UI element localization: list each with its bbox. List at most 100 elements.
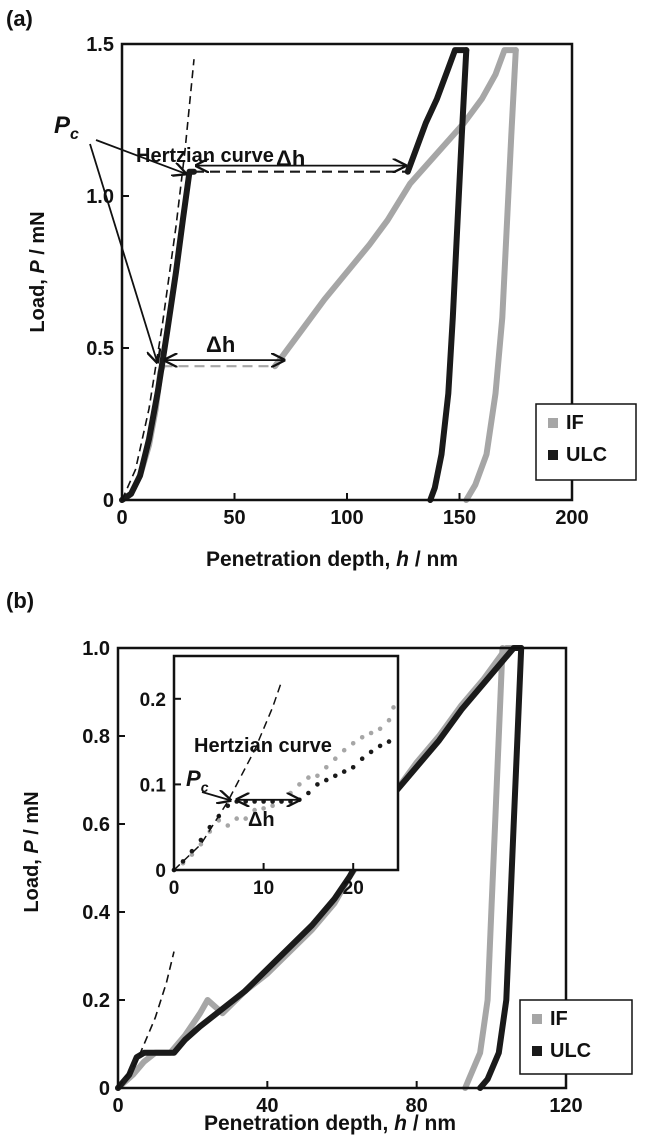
panel-b-label: (b) (6, 588, 34, 613)
panel-a-series-ulc (427, 47, 470, 503)
panel-a-hertzian-curve (121, 59, 195, 501)
panel-a-series-if (463, 47, 519, 503)
panel-b-y-tick-label: 1.0 (82, 638, 110, 660)
inset-point-if (350, 741, 356, 746)
inset-point-if (341, 747, 347, 753)
panel-a-series-ulc (119, 168, 197, 503)
inset-x-tick-label: 10 (253, 878, 274, 899)
panel-a-x-tick-label: 100 (330, 507, 363, 529)
panel-b-legend-label-ulc: ULC (550, 1040, 591, 1062)
inset-hertzian-label: Hertzian curve (194, 735, 332, 757)
panel-b-y-tick-label: 0.6 (82, 814, 110, 836)
panel-b-series-ulc (477, 645, 525, 1091)
panel-b-legend-swatch-if (532, 1014, 542, 1024)
panel-b-series-ulc (115, 645, 525, 1091)
inset-plot-frame (172, 654, 400, 872)
inset-y-tick-label: 0.1 (140, 775, 167, 796)
panel-b-x-tick-label: 40 (256, 1095, 278, 1117)
inset-point-ulc (315, 782, 320, 787)
panel-a-legend-label-if: IF (566, 412, 584, 434)
panel-b-x-tick-label: 120 (549, 1095, 582, 1117)
panel-a-series-ulc (404, 47, 470, 175)
panel-b-y-tick-label: 0.8 (82, 726, 110, 748)
panel-a-x-tick-label: 0 (116, 507, 127, 529)
panel-b-y-tick-label: 0 (99, 1078, 110, 1100)
panel-a-hertzian-label: Hertzian curve (136, 145, 274, 167)
panel-a-legend-swatch-ulc (548, 450, 558, 460)
inset-point-if (270, 803, 275, 809)
inset-point-ulc (333, 773, 338, 779)
panel-a-series-if (272, 47, 519, 370)
inset-x-tick-label: 20 (343, 878, 364, 899)
inset-point-if (315, 773, 320, 779)
inset-point-if (333, 756, 338, 761)
panel-a-x-axis-label: Penetration depth, h / nm (206, 548, 458, 571)
inset-point-if (297, 782, 302, 787)
inset-hertzian-curve (173, 681, 283, 871)
panel-b-legend-label-if: IF (550, 1008, 568, 1030)
inset-point-if (189, 852, 195, 857)
panel-b-plot-frame (116, 646, 568, 1090)
inset-point-if (306, 775, 311, 780)
inset-pc-label: Pc (186, 766, 209, 795)
inset-point-ulc (386, 739, 392, 744)
panel-a-y-tick-label: 1.5 (86, 34, 114, 56)
panel-b: 0 40 80 120 0 0.2 0.4 0.6 0.8 1.0 IF ULC (82, 638, 633, 1117)
inset-point-if (288, 790, 293, 796)
panel-a-pc-label: Pc (54, 112, 79, 143)
inset-point-if (234, 816, 239, 821)
panel-a-delta-h-lower: Δh (206, 332, 235, 357)
panel-b-x-tick-label: 80 (406, 1095, 428, 1117)
inset-point-ulc (377, 743, 383, 749)
inset-point-if (324, 765, 329, 770)
panel-a-legend-swatch-if (548, 418, 558, 428)
inset-point-if (377, 726, 383, 732)
inset-point-ulc (324, 777, 329, 783)
inset-pc-arrow (201, 792, 230, 800)
inset-point-if (198, 842, 204, 847)
panel-a-y-tick-label: 0 (103, 490, 114, 512)
inset-point-ulc (359, 756, 365, 761)
inset-point-if (368, 730, 374, 736)
panel-b-inset: 0 10 20 0 0.1 0.2 (140, 654, 400, 899)
inset-point-ulc (368, 749, 374, 755)
inset-delta-h-label: Δh (248, 809, 275, 831)
panel-a: 0 50 100 150 200 0 0.5 1.0 1.5 IF ULC (86, 34, 637, 529)
inset-point-if (243, 816, 248, 821)
inset-background (174, 656, 398, 870)
panel-a-delta-h-upper: Δh (276, 146, 305, 171)
panel-b-x-axis-label: Penetration depth, h / nm (204, 1112, 456, 1135)
panel-a-pc-arrow (95, 139, 186, 174)
panel-a-x-tick-label: 200 (555, 507, 588, 529)
inset-point-if (252, 807, 257, 813)
panel-a-label: (a) (6, 6, 33, 31)
panel-a-y-axis-label: Load, P / mN (27, 211, 49, 332)
panel-a-pc-arrow (89, 143, 157, 362)
inset-point-ulc (341, 769, 347, 774)
inset-point-ulc (350, 765, 356, 770)
panel-b-y-tick-label: 0.2 (82, 990, 110, 1012)
panel-a-x-tick-label: 150 (443, 507, 476, 529)
panel-a-legend-label-ulc: ULC (566, 444, 607, 466)
panel-a-y-tick-label: 1.0 (86, 186, 114, 208)
panel-a-legend (535, 403, 637, 481)
inset-y-tick-label: 0.2 (140, 690, 166, 711)
panel-a-y-tick-label: 0.5 (86, 338, 114, 360)
inset-x-tick-label: 0 (169, 878, 180, 899)
panel-b-x-tick-label: 0 (112, 1095, 123, 1117)
inset-point-if (359, 735, 365, 740)
inset-point-if (391, 705, 396, 710)
inset-point-if (216, 818, 222, 823)
inset-point-if (261, 806, 266, 811)
panel-b-legend-swatch-ulc (532, 1046, 542, 1056)
panel-b-y-tick-label: 0.4 (82, 902, 111, 924)
panel-b-legend (519, 999, 633, 1075)
inset-point-ulc (306, 790, 311, 796)
inset-point-if (225, 823, 231, 828)
panel-b-series-if (462, 645, 506, 1091)
panel-b-y-axis-label: Load, P / mN (21, 791, 43, 912)
panel-a-x-tick-label: 50 (223, 507, 245, 529)
panel-b-hertzian-curve (117, 951, 175, 1089)
inset-point-ulc (189, 848, 195, 854)
